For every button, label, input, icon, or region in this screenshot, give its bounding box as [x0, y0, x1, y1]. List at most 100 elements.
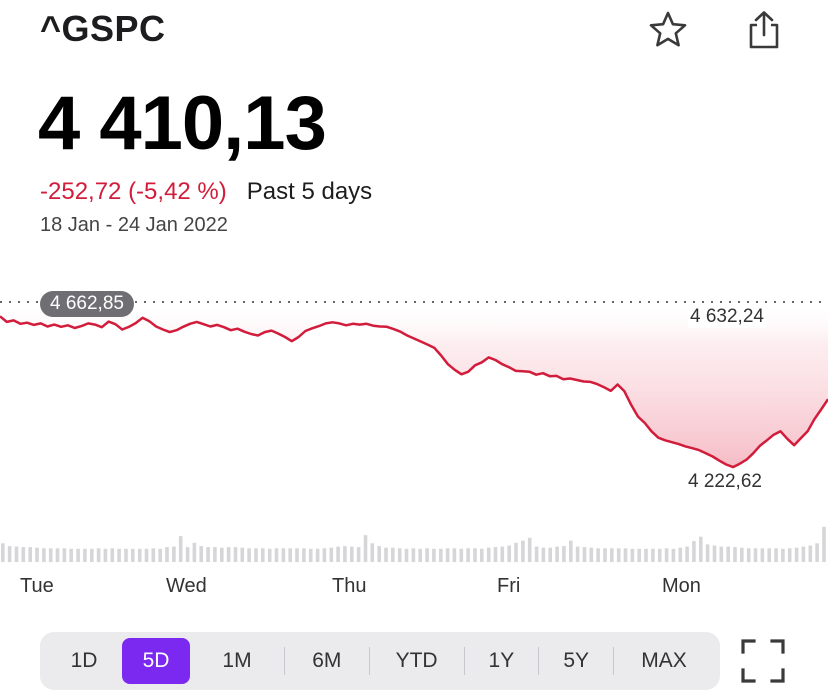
volume-bar	[391, 547, 395, 562]
volume-bar	[124, 548, 128, 562]
volume-bar	[131, 548, 135, 562]
volume-bar	[671, 548, 676, 562]
volume-bar	[206, 547, 210, 562]
volume-bar	[48, 548, 53, 563]
range-selector: 1D 5D 1M 6M YTD 1Y 5Y MAX	[40, 632, 720, 690]
range-5d-button[interactable]: 5D	[122, 638, 190, 684]
volume-bar	[411, 548, 416, 563]
volume-bar	[801, 546, 806, 562]
volume-bar	[315, 548, 320, 562]
volume-bar	[96, 548, 101, 563]
volume-bar	[158, 548, 162, 562]
volume-bar	[261, 548, 265, 563]
volume-bar	[90, 548, 94, 562]
volume-bar	[178, 536, 183, 562]
volume-bar	[787, 548, 792, 563]
volume-bar	[213, 547, 217, 562]
volume-bar	[397, 548, 402, 563]
volume-bar	[623, 548, 628, 563]
change-row: -252,72 (-5,42 %) Past 5 days	[40, 178, 372, 206]
volume-bar	[151, 548, 156, 563]
volume-bar	[712, 545, 717, 562]
volume-bar	[610, 548, 614, 563]
volume-bar	[699, 536, 703, 562]
volume-bar	[582, 547, 587, 562]
volume-bar	[404, 548, 409, 562]
volume-bar	[534, 546, 539, 562]
volume-bar	[569, 540, 573, 563]
volume-bar	[418, 548, 422, 562]
volume-bar	[302, 548, 306, 563]
volume-bar	[753, 548, 758, 563]
min-price-label: 4 222,62	[688, 471, 762, 492]
volume-bar	[473, 548, 477, 563]
volume-bar	[808, 545, 813, 562]
volume-bar	[555, 546, 559, 562]
divider	[463, 647, 465, 675]
volume-bar	[185, 547, 190, 562]
volume-bar	[726, 546, 730, 562]
star-outline-icon	[649, 11, 687, 47]
volume-bar	[548, 547, 552, 562]
volume-bar	[199, 546, 203, 563]
x-tick-wed: Wed	[166, 575, 207, 597]
volume-bar	[493, 547, 498, 562]
range-1y-button[interactable]: 1Y	[488, 649, 515, 672]
range-ytd-button[interactable]: YTD	[395, 649, 438, 672]
volume-bar	[254, 548, 258, 563]
volume-bar	[733, 547, 737, 562]
volume-bar	[657, 548, 662, 562]
volume-bar	[466, 548, 470, 563]
volume-bar	[55, 548, 60, 563]
fullscreen-button[interactable]	[740, 638, 786, 684]
volume-bar	[740, 547, 744, 562]
volume-bar	[220, 547, 224, 562]
volume-bar	[644, 548, 648, 562]
volume-bar	[459, 548, 464, 562]
volume-bar	[514, 542, 518, 563]
current-price: 4 410,13	[38, 81, 327, 166]
volume-bar	[541, 547, 546, 562]
date-range: 18 Jan - 24 Jan 2022	[40, 214, 228, 236]
price-chart[interactable]	[0, 270, 828, 610]
volume-bar	[83, 548, 87, 562]
share-button[interactable]	[740, 6, 788, 54]
x-tick-mon: Mon	[662, 575, 701, 597]
divider	[368, 647, 370, 675]
range-5y-button[interactable]: 5Y	[563, 649, 590, 672]
volume-bar	[616, 548, 621, 563]
volume-bar	[267, 548, 272, 562]
volume-bar	[62, 548, 67, 563]
volume-bar	[815, 543, 819, 562]
volume-bar	[603, 548, 607, 563]
volume-bar	[226, 547, 231, 562]
ticker-title: ^GSPC	[40, 8, 166, 49]
price-change: -252,72 (-5,42 %)	[40, 178, 227, 205]
volume-bar	[719, 546, 724, 562]
volume-bar	[281, 548, 286, 563]
divider	[538, 647, 540, 675]
volume-bar	[69, 548, 73, 562]
volume-bar	[295, 548, 299, 563]
range-1d-button[interactable]: 1D	[70, 649, 98, 672]
range-6m-button[interactable]: 6M	[312, 649, 342, 672]
watchlist-star-button[interactable]	[644, 6, 692, 54]
volume-bar	[7, 546, 12, 563]
x-tick-tue: Tue	[20, 575, 54, 597]
range-1m-button[interactable]: 1M	[222, 649, 252, 672]
volume-bar	[240, 547, 245, 562]
volume-bar	[42, 548, 46, 563]
volume-bar	[480, 548, 484, 562]
volume-bar	[692, 541, 696, 562]
volume-bar	[363, 535, 368, 563]
volume-bar	[637, 548, 641, 562]
range-max-button[interactable]: MAX	[641, 649, 687, 672]
volume-bar	[527, 537, 532, 562]
volume-bar	[486, 547, 491, 562]
volume-bar	[432, 548, 436, 562]
volume-bar	[1, 543, 5, 562]
volume-bar	[103, 548, 108, 562]
volume-bar	[21, 547, 26, 562]
volume-bar	[343, 546, 347, 563]
volume-bar	[651, 548, 655, 562]
